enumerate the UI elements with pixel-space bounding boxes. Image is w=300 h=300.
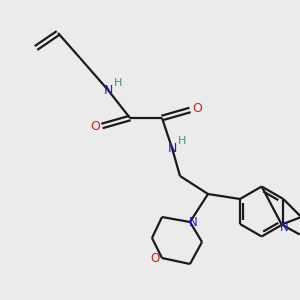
Text: O: O bbox=[150, 251, 160, 265]
Text: N: N bbox=[167, 142, 177, 154]
Text: O: O bbox=[90, 119, 100, 133]
Text: O: O bbox=[192, 101, 202, 115]
Text: H: H bbox=[114, 78, 122, 88]
Text: N: N bbox=[103, 83, 113, 97]
Text: H: H bbox=[178, 136, 186, 146]
Text: N: N bbox=[280, 221, 289, 234]
Text: N: N bbox=[189, 215, 197, 229]
